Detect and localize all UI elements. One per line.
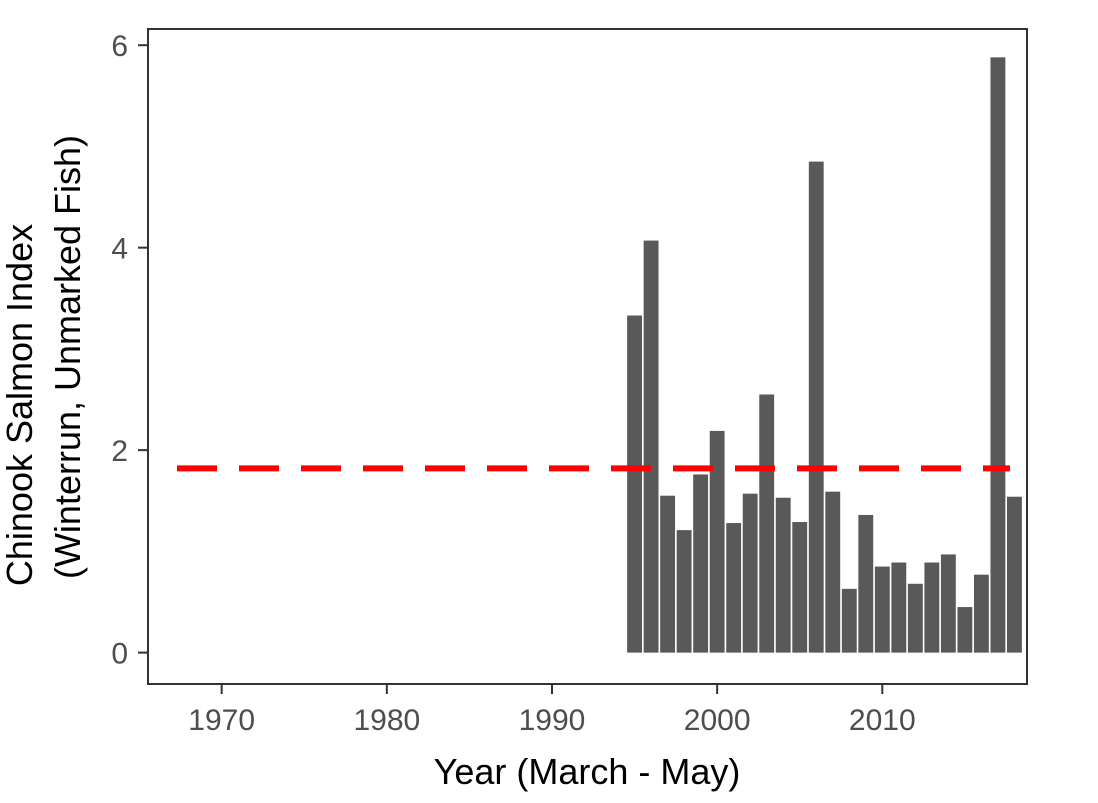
x-tick-label-2010: 2010 <box>849 704 916 737</box>
x-axis-title: Year (March - May) <box>434 751 741 792</box>
y-tick-label-6: 6 <box>111 30 128 63</box>
bar-2011 <box>891 562 907 653</box>
bar-2009 <box>858 514 874 653</box>
bar-2000 <box>709 430 725 653</box>
bar-2012 <box>907 583 923 653</box>
x-tick-label-2000: 2000 <box>684 704 751 737</box>
plot-frame <box>147 28 1028 685</box>
bar-2014 <box>940 554 956 653</box>
bar-2005 <box>792 522 808 653</box>
y-tick-label-2: 2 <box>111 435 128 468</box>
bar-2017 <box>990 57 1006 653</box>
x-tick-label-1980: 1980 <box>353 704 420 737</box>
y-axis: 0 2 4 6 <box>111 30 148 671</box>
bar-2013 <box>924 562 940 653</box>
bar-2003 <box>759 394 775 653</box>
bar-1997 <box>660 495 676 653</box>
bar-1995 <box>627 315 642 653</box>
bar-2010 <box>874 566 890 653</box>
bar-1996 <box>643 240 659 653</box>
x-tick-label-1970: 1970 <box>188 704 255 737</box>
y-axis-title-line2: (Winterrun, Unmarked Fish) <box>47 135 88 579</box>
x-tick-label-1990: 1990 <box>519 704 586 737</box>
bar-2018 <box>1007 496 1022 653</box>
bar-1998 <box>676 530 692 653</box>
bar-2007 <box>825 491 841 653</box>
y-tick-label-4: 4 <box>111 233 128 266</box>
bar-2008 <box>841 588 857 653</box>
x-axis: 1970 1980 1990 2000 2010 <box>188 684 916 737</box>
y-tick-label-0: 0 <box>111 638 128 671</box>
bar-2002 <box>742 493 758 653</box>
bar-2001 <box>726 523 742 653</box>
bar-2016 <box>973 574 989 653</box>
y-axis-title-line1: Chinook Salmon Index <box>0 224 40 586</box>
bar-2004 <box>775 497 791 653</box>
bar-2015 <box>957 607 973 653</box>
bar-1999 <box>693 474 709 653</box>
bar-series <box>627 57 1022 653</box>
bar-2006 <box>808 161 824 653</box>
